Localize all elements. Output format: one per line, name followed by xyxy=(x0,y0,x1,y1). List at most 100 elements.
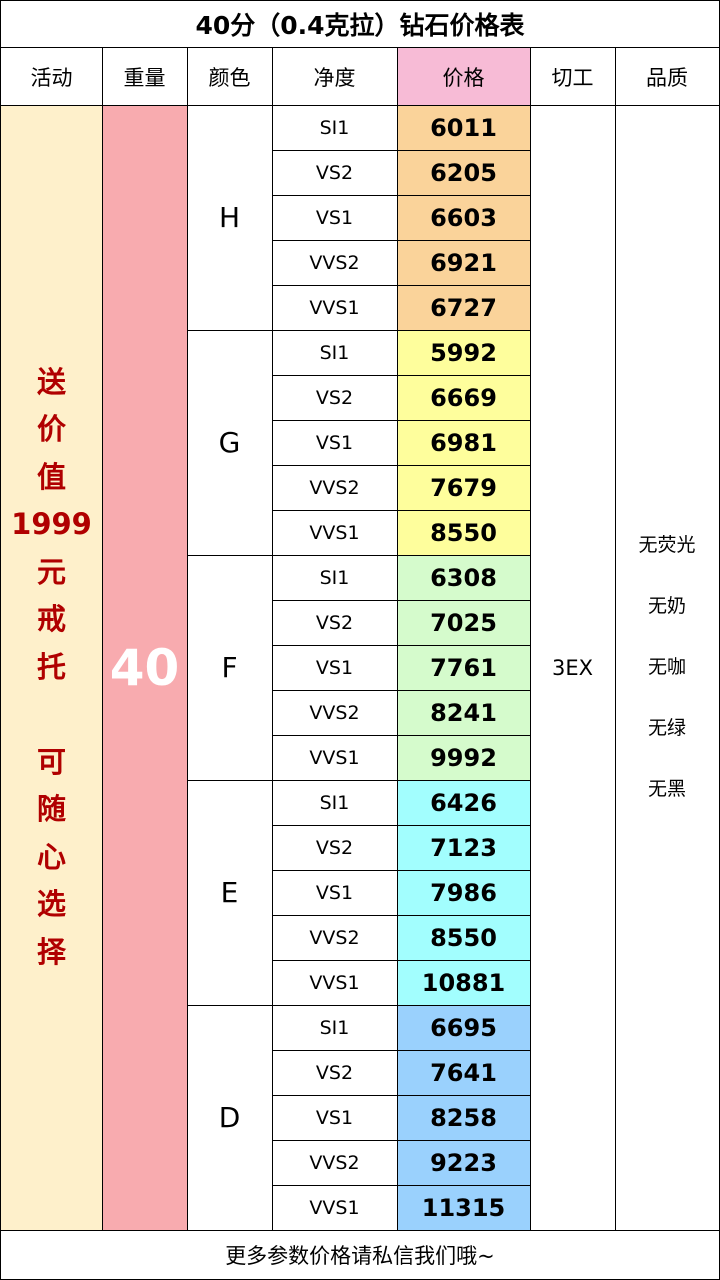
price-cell: 6921 xyxy=(397,240,530,285)
clarity-cell: VVS1 xyxy=(309,1196,360,1219)
header-weight: 重量 xyxy=(123,65,166,90)
clarity-cell: VS2 xyxy=(315,386,354,409)
header-price: 价格 xyxy=(397,48,530,105)
row-divider xyxy=(272,870,530,871)
clarity-cell: VS1 xyxy=(315,431,354,454)
quality-item: 无绿 xyxy=(647,717,686,739)
clarity-cell: SI1 xyxy=(319,116,350,139)
clarity-cell: VS2 xyxy=(315,611,354,634)
header-cut: 切工 xyxy=(551,65,594,90)
price-cell: 6011 xyxy=(397,105,530,150)
header-clarity: 净度 xyxy=(313,65,356,90)
row-divider xyxy=(1,105,719,106)
row-divider xyxy=(272,825,530,826)
clarity-cell: VS2 xyxy=(315,1061,354,1084)
row-divider xyxy=(272,420,530,421)
row-divider xyxy=(272,645,530,646)
color-grade-g: G xyxy=(218,426,241,459)
clarity-cell: VS2 xyxy=(315,836,354,859)
color-grade-h: H xyxy=(218,201,241,234)
row-divider xyxy=(272,1050,530,1051)
row-divider xyxy=(272,735,530,736)
column-divider xyxy=(187,47,188,1230)
price-cell: 7761 xyxy=(397,645,530,690)
quality-item: 无咖 xyxy=(647,656,686,678)
promo-2-line: 随 xyxy=(36,792,66,827)
clarity-cell: VS1 xyxy=(315,206,354,229)
clarity-cell: VS1 xyxy=(315,881,354,904)
clarity-cell: VS1 xyxy=(315,656,354,679)
color-grade-f: F xyxy=(221,651,238,684)
row-divider xyxy=(1,47,719,48)
column-divider xyxy=(102,47,103,1230)
price-cell: 8550 xyxy=(397,510,530,555)
price-cell: 7986 xyxy=(397,870,530,915)
column-divider xyxy=(397,47,398,1230)
clarity-cell: VS2 xyxy=(315,161,354,184)
column-divider xyxy=(615,47,616,1230)
row-divider xyxy=(272,150,530,151)
row-divider xyxy=(187,330,530,331)
price-cell: 6695 xyxy=(397,1005,530,1050)
quality-item: 无奶 xyxy=(647,595,686,617)
promo-2-line: 择 xyxy=(36,934,66,969)
column-divider xyxy=(272,47,273,1230)
row-divider xyxy=(272,915,530,916)
clarity-cell: SI1 xyxy=(319,791,350,814)
row-divider xyxy=(272,465,530,466)
quality-item: 无荧光 xyxy=(638,534,696,556)
row-divider xyxy=(272,240,530,241)
clarity-cell: VVS2 xyxy=(309,701,360,724)
row-divider xyxy=(272,690,530,691)
promo-1-line: 值 xyxy=(36,459,66,494)
price-cell: 9992 xyxy=(397,735,530,780)
price-cell: 6308 xyxy=(397,555,530,600)
clarity-cell: VVS1 xyxy=(309,971,360,994)
price-cell: 8241 xyxy=(397,690,530,735)
clarity-cell: VVS2 xyxy=(309,476,360,499)
row-divider xyxy=(272,285,530,286)
row-divider xyxy=(272,960,530,961)
clarity-cell: VVS2 xyxy=(309,926,360,949)
promo-2-line: 可 xyxy=(36,744,66,779)
price-cell: 6981 xyxy=(397,420,530,465)
promo-1-line: 戒 xyxy=(36,602,66,637)
promo-1-line: 送 xyxy=(36,364,66,399)
clarity-cell: VVS2 xyxy=(309,1151,360,1174)
price-cell: 6205 xyxy=(397,150,530,195)
promo-text-2: 可随心选择 xyxy=(37,739,66,977)
clarity-cell: SI1 xyxy=(319,566,350,589)
footer-note: 更多参数价格请私信我们哦~ xyxy=(225,1244,495,1268)
price-cell: 7123 xyxy=(397,825,530,870)
row-divider xyxy=(272,600,530,601)
row-divider xyxy=(187,555,530,556)
clarity-cell: VVS1 xyxy=(309,296,360,319)
row-divider xyxy=(272,510,530,511)
promo-1-line: 1999 xyxy=(11,507,92,542)
quality-item: 无黑 xyxy=(647,778,686,800)
weight-cell: 40 xyxy=(102,105,187,1230)
clarity-cell: VVS2 xyxy=(309,251,360,274)
header-quality: 品质 xyxy=(646,65,688,90)
promo-1-line: 价 xyxy=(36,412,66,447)
row-divider xyxy=(272,1140,530,1141)
header-activity: 活动 xyxy=(30,65,73,90)
row-divider xyxy=(272,1095,530,1096)
price-cell: 6603 xyxy=(397,195,530,240)
clarity-cell: VVS1 xyxy=(309,746,360,769)
row-divider xyxy=(272,375,530,376)
table-title: 40分（0.4克拉）钻石价格表 xyxy=(195,11,525,40)
price-cell: 10881 xyxy=(397,960,530,1005)
price-cell: 8258 xyxy=(397,1095,530,1140)
price-cell: 6669 xyxy=(397,375,530,420)
row-divider xyxy=(272,1185,530,1186)
price-cell: 6426 xyxy=(397,780,530,825)
price-cell: 9223 xyxy=(397,1140,530,1185)
promo-2-line: 心 xyxy=(36,839,66,874)
price-cell: 5992 xyxy=(397,330,530,375)
row-divider xyxy=(187,1005,530,1006)
column-divider xyxy=(530,47,531,1230)
clarity-cell: VVS1 xyxy=(309,521,360,544)
activity-cell: 送价值 1999 元戒托 可随心选择 xyxy=(1,105,102,1230)
row-divider xyxy=(272,195,530,196)
